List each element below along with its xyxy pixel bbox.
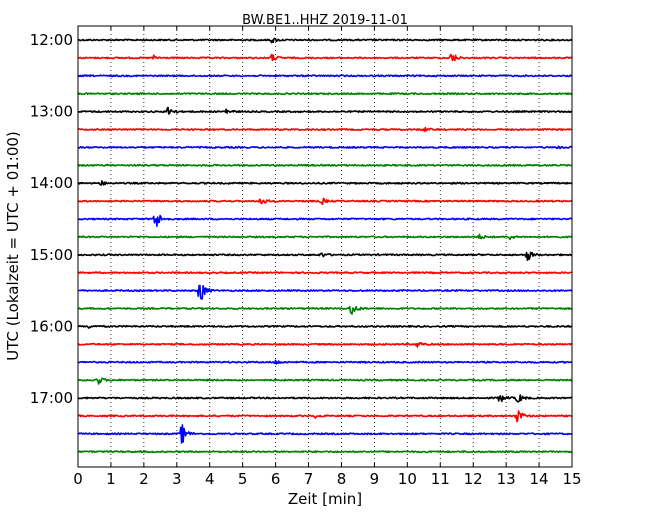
seismic-trace-1315 <box>77 126 573 133</box>
x-tick-label: 3 <box>172 470 182 488</box>
y-tick-label: 12:00 <box>30 31 73 49</box>
x-tick-label: 1 <box>106 470 116 488</box>
x-tick-label: 6 <box>271 470 281 488</box>
seismic-trace-1600 <box>77 324 573 329</box>
y-tick-label: 14:00 <box>30 174 73 192</box>
x-tick-label: 7 <box>304 470 314 488</box>
seismic-trace-1300 <box>77 106 573 115</box>
x-tick-label: 12 <box>464 470 483 488</box>
x-tick-label: 5 <box>238 470 248 488</box>
seismic-trace-1715 <box>77 410 572 423</box>
seismic-trace-1215 <box>77 53 573 62</box>
seismic-trace-1345 <box>77 163 572 167</box>
x-tick-label: 15 <box>562 470 581 488</box>
x-axis-label: Zeit [min] <box>288 490 362 508</box>
x-tick-label: 14 <box>530 470 549 488</box>
y-tick-label: 13:00 <box>30 103 73 121</box>
seismic-trace-1745 <box>77 450 573 454</box>
traces <box>77 37 573 454</box>
x-tick-label: 4 <box>205 470 215 488</box>
seismic-trace-1615 <box>77 342 573 348</box>
x-tick-label: 11 <box>431 470 450 488</box>
grid <box>110 26 540 467</box>
x-tick-label: 13 <box>497 470 516 488</box>
seismic-trace-1430 <box>77 214 573 227</box>
seismic-trace-1245 <box>77 92 573 96</box>
x-tick-label: 8 <box>337 470 347 488</box>
y-tick-label: 15:00 <box>30 246 73 264</box>
seismic-trace-1700 <box>77 394 573 403</box>
seismic-trace-1445 <box>77 233 573 241</box>
seismic-trace-1230 <box>77 74 573 78</box>
seismic-trace-1400 <box>77 180 573 186</box>
seismic-trace-1500 <box>77 251 573 261</box>
x-axis: 0 1 2 3 4 5 6 7 8 9 10 11 12 13 14 15 <box>73 26 582 488</box>
y-axis-label: UTC (Lokalzeit = UTC + 01:00) <box>4 131 22 361</box>
seismic-trace-1200 <box>77 37 573 44</box>
seismic-trace-1530 <box>78 284 573 300</box>
x-tick-label: 10 <box>398 470 417 488</box>
seismic-trace-1545 <box>77 305 573 315</box>
seismic-trace-1515 <box>77 271 573 275</box>
chart-title: BW.BE1..HHZ 2019-11-01 <box>242 13 408 28</box>
seismic-trace-1415 <box>77 197 573 206</box>
y-tick-label: 17:00 <box>30 389 73 407</box>
x-tick-label: 2 <box>139 470 149 488</box>
x-tick-label: 9 <box>370 470 380 488</box>
x-tick-label: 0 <box>73 470 83 488</box>
y-axis: 12:00 13:00 14:00 15:00 16:00 17:00 <box>30 31 572 407</box>
seismic-trace-1330 <box>77 145 573 150</box>
seismic-trace-1645 <box>77 377 573 385</box>
seismic-trace-1630 <box>77 359 573 365</box>
y-tick-label: 16:00 <box>30 317 73 335</box>
seismic-trace-1730 <box>77 424 573 444</box>
plot-frame <box>77 25 573 468</box>
